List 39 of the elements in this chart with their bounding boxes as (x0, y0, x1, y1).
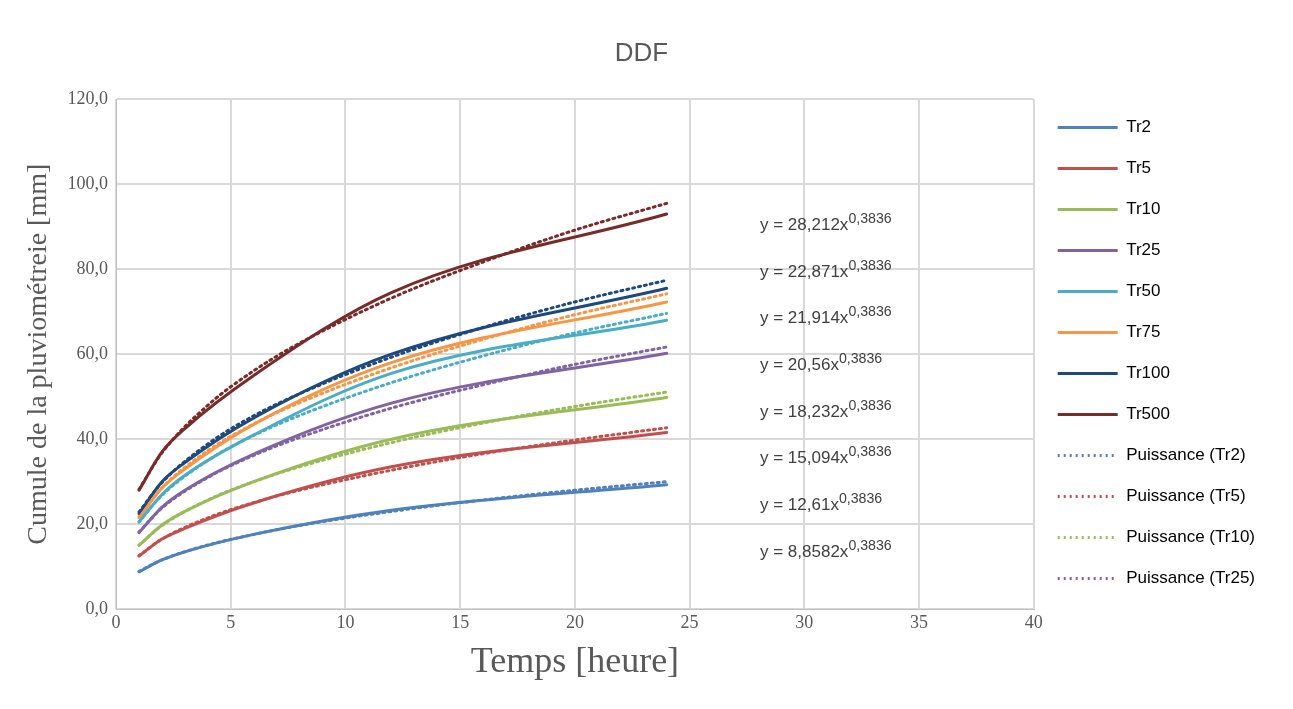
x-axis-title: Temps [heure] (470, 639, 680, 680)
chart-title: DDF (614, 36, 669, 67)
legend-label: Tr5 (1126, 158, 1152, 178)
legend-label: Tr25 (1126, 240, 1161, 260)
legend-label: Puissance (Tr5) (1126, 486, 1246, 506)
legend-label: Tr50 (1126, 281, 1161, 301)
x-tick-label: 15 (451, 611, 470, 632)
legend-label: Tr100 (1126, 363, 1170, 383)
x-tick-label: 5 (226, 611, 236, 632)
x-tick-label: 25 (680, 611, 699, 632)
y-tick-label: 20,0 (76, 512, 109, 533)
legend-label: Tr500 (1126, 404, 1170, 424)
y-tick-label: 60,0 (76, 342, 109, 363)
y-tick-label: 40,0 (76, 427, 109, 448)
y-tick-label: 80,0 (76, 257, 109, 278)
legend-label: Tr2 (1126, 117, 1152, 137)
y-axis-title: Cumule de la pluviométreie [mm] (21, 163, 53, 545)
legend-label: Puissance (Tr10) (1126, 527, 1256, 547)
annotation: y = 20,56x$^{0,3836}$ (760, 348, 884, 376)
annotation: y = 8,8582x$^{0,3836}$ (760, 535, 892, 563)
y-tick-label: 100,0 (67, 172, 109, 193)
annotation: y = 15,094x$^{0,3836}$ (760, 442, 892, 469)
x-tick-label: 40 (1024, 611, 1043, 632)
annotation: y = 18,232x$^{0,3836}$ (760, 395, 892, 423)
x-tick-label: 10 (336, 611, 355, 632)
legend-label: Puissance (Tr2) (1126, 445, 1246, 465)
x-tick-label: 20 (565, 611, 584, 632)
annotation: y = 21,914x$^{0,3836}$ (760, 302, 892, 329)
y-tick-label: 0,0 (85, 597, 109, 618)
legend-label: Tr75 (1126, 322, 1161, 342)
legend-label: Puissance (Tr25) (1126, 568, 1256, 588)
annotation: y = 28,212x$^{0,3836}$ (760, 209, 892, 236)
annotation: y = 12,61x$^{0,3836}$ (760, 488, 884, 516)
x-tick-label: 0 (111, 611, 121, 632)
x-tick-label: 35 (910, 611, 928, 632)
legend-label: Tr10 (1126, 199, 1161, 219)
y-tick-label: 120,0 (67, 87, 109, 108)
x-tick-label: 30 (795, 611, 814, 632)
annotation: y = 22,871x$^{0,3836}$ (760, 255, 892, 283)
